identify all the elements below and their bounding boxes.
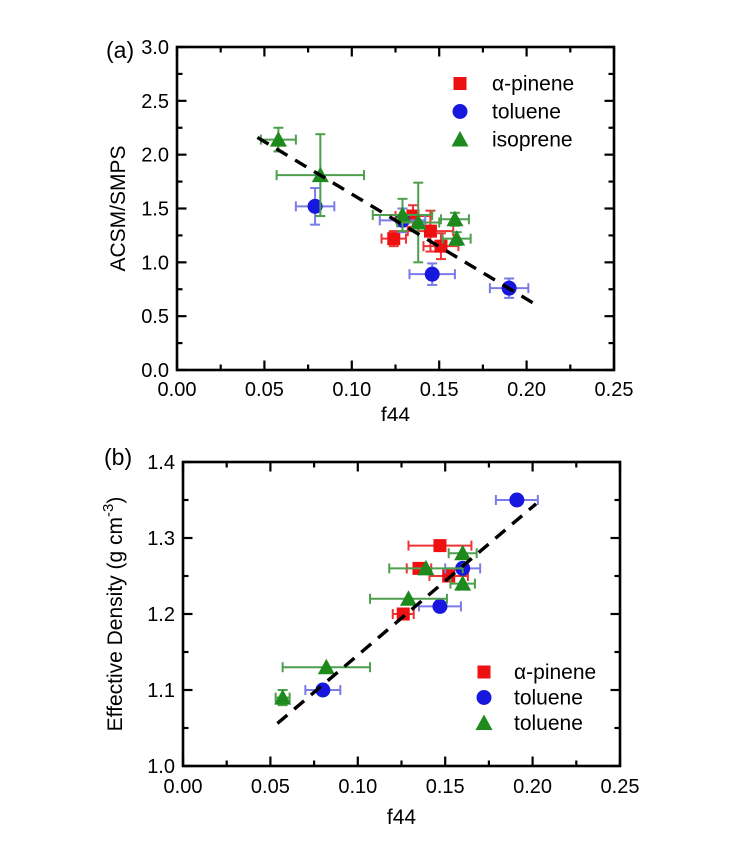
- data-point: [439, 210, 470, 227]
- y-tick-label: 2.5: [141, 91, 169, 113]
- y-tick-label: 0.5: [141, 306, 169, 328]
- panel-b-chart: 0.00 0.05 0.10 0.15 0.20 0.25 1.0 1.1 1.2 1.3 1.4 f…: [100, 444, 640, 829]
- circle-marker: [509, 492, 525, 508]
- triangle-marker: [269, 131, 287, 147]
- data-point: [281, 658, 372, 675]
- legend-item: toluene: [476, 687, 583, 710]
- y-tick-label: 0.0: [141, 360, 169, 382]
- data-point: [417, 598, 462, 614]
- data-point: [447, 544, 478, 561]
- y-tick-label: 1.3: [147, 528, 175, 550]
- legend-item: isoprene: [451, 129, 573, 152]
- circle-marker: [432, 598, 448, 614]
- legend-item: toluene: [452, 101, 561, 124]
- data-point: [494, 492, 539, 508]
- legend-label: α-pinene: [492, 73, 574, 96]
- triangle-marker: [409, 213, 427, 230]
- data-point: [294, 187, 336, 226]
- y-tick-label: 2.0: [141, 145, 169, 167]
- data-point: [407, 539, 473, 553]
- y-axis-label: Effective Density (g cm-3): [100, 497, 127, 732]
- legend-circle-icon: [476, 690, 492, 705]
- data-point: [396, 181, 441, 264]
- legend: α-pinene toluene isoprene: [451, 73, 574, 152]
- y-tick-label: 1.1: [147, 680, 175, 702]
- y-axis-label: ACSM/SMPS: [107, 145, 130, 271]
- data-point: [441, 230, 472, 247]
- panel-label: (b): [104, 444, 132, 470]
- triangle-marker: [454, 575, 472, 591]
- square-marker: [434, 239, 448, 253]
- y-tick-label: 1.0: [141, 252, 169, 274]
- y-tick-label: 1.4: [147, 452, 175, 474]
- x-tick-label: 0.20: [513, 776, 552, 798]
- panel-a-chart: 0.00 0.05 0.10 0.15 0.20 0.25 0.0 0.5 1.0 1.5 2.0 2…: [106, 37, 634, 421]
- y-tick-label: 1.0: [147, 756, 175, 778]
- legend-triangle-icon: [451, 131, 469, 147]
- x-tick-label: 0.00: [164, 776, 203, 798]
- y-tick-label: 3.0: [141, 37, 169, 59]
- legend-triangle-icon: [475, 714, 493, 730]
- square-marker: [433, 539, 447, 553]
- triangle-marker: [454, 544, 472, 561]
- x-tick-label: 0.15: [426, 776, 465, 798]
- panel-label: (a): [106, 37, 134, 63]
- triangle-marker: [274, 689, 292, 705]
- legend-label: α-pinene: [514, 661, 596, 684]
- y-tick-label: 1.2: [147, 604, 175, 626]
- x-tick-label: 0.05: [245, 379, 284, 401]
- legend-square-icon: [477, 665, 491, 679]
- square-marker: [423, 224, 437, 238]
- y-tick-labels: 1.0 1.1 1.2 1.3 1.4: [147, 452, 175, 778]
- data-point: [380, 230, 407, 248]
- triangle-marker: [448, 230, 466, 246]
- legend-item: α-pinene: [477, 661, 596, 684]
- axis-ticks: [175, 45, 616, 372]
- x-tick-label: 0.25: [595, 379, 634, 401]
- x-tick-label: 0.15: [420, 379, 459, 401]
- triangle-marker: [446, 210, 464, 227]
- x-tick-labels: 0.00 0.05 0.10 0.15 0.20 0.25: [158, 379, 634, 401]
- y-tick-label: 1.5: [141, 199, 169, 221]
- x-tick-labels: 0.00 0.05 0.10 0.15 0.20 0.25: [164, 776, 640, 798]
- triangle-marker: [417, 559, 435, 576]
- legend-label: toluene: [514, 687, 583, 710]
- data-point: [304, 682, 342, 698]
- x-tick-label: 0.00: [158, 379, 197, 401]
- x-tick-label: 0.25: [601, 776, 640, 798]
- triangle-marker: [399, 590, 417, 606]
- data-point: [274, 689, 292, 707]
- square-marker: [387, 232, 401, 246]
- x-axis-label: f44: [381, 404, 411, 421]
- data-point: [369, 590, 448, 606]
- axis-ticks: [181, 460, 622, 768]
- y-tick-labels: 0.0 0.5 1.0 1.5 2.0 2.5 3.0: [141, 37, 169, 382]
- circle-marker: [424, 266, 440, 282]
- legend-item: α-pinene: [453, 73, 574, 96]
- legend-label: toluene: [514, 712, 583, 735]
- x-tick-label: 0.05: [251, 776, 290, 798]
- data-point: [449, 575, 476, 591]
- triangle-marker: [317, 658, 335, 675]
- data-point: [259, 126, 297, 153]
- x-tick-label: 0.10: [338, 776, 377, 798]
- series-toluene-triangles: [274, 544, 478, 707]
- x-tick-label: 0.20: [507, 379, 546, 401]
- fit-line: [256, 135, 535, 305]
- legend-item: toluene: [475, 712, 583, 735]
- data-point: [408, 262, 456, 286]
- series-isoprene: [259, 126, 472, 264]
- legend-label: toluene: [492, 101, 561, 124]
- x-axis-label: f44: [387, 806, 417, 829]
- legend-square-icon: [453, 77, 467, 90]
- circle-marker: [307, 198, 323, 214]
- x-tick-label: 0.10: [332, 379, 371, 401]
- legend-circle-icon: [452, 104, 468, 119]
- legend-label: isoprene: [492, 129, 573, 152]
- fit-line: [276, 502, 538, 725]
